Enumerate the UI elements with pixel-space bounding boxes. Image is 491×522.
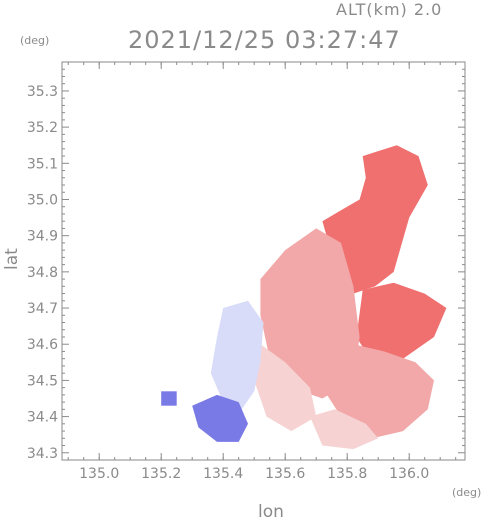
y-tick-label: 35.0: [27, 192, 58, 208]
y-tick-label: 34.4: [27, 410, 58, 426]
y-tick-label: 34.9: [27, 229, 58, 245]
echo-region-light-receding-southeast: [310, 409, 379, 450]
plot-frame: [61, 61, 466, 461]
echo-region-approaching-patch-west: [161, 391, 177, 406]
echo-regions: [161, 145, 447, 450]
x-axis-label: lon: [258, 502, 284, 522]
y-tick-label: 35.2: [27, 120, 58, 136]
y-tick-label: 34.6: [27, 337, 58, 353]
y-tick-label: 34.7: [27, 301, 58, 317]
timestamp: 2021/12/25 03:27:47: [128, 26, 401, 54]
x-tick-label: 135.6: [265, 466, 305, 482]
y-tick-label: 34.5: [27, 373, 58, 389]
echo-region-strong-receding-east: [356, 282, 447, 363]
x-tick-label: 135.2: [141, 466, 181, 482]
x-tick-label: 135.8: [327, 466, 367, 482]
echo-region-light-receding-south: [254, 344, 317, 432]
y-tick-label: 34.8: [27, 265, 58, 281]
y-unit-label: (deg): [20, 34, 50, 47]
echo-region-light-approaching-west: [210, 300, 264, 410]
x-tick-label: 136.0: [389, 466, 429, 482]
echo-region-approaching-southwest: [192, 394, 248, 442]
x-unit-label: (deg): [452, 486, 482, 499]
echo-region-strong-receding-north: [322, 145, 428, 294]
x-tick-label: 135.4: [203, 466, 243, 482]
y-tick-label: 34.3: [27, 446, 58, 462]
axis-ticks: 34.3 34.4 34.5 34.6 34.7 34.8 34.9 35.0 35.1 35.2…: [27, 61, 465, 482]
altitude-label: ALT(km) 2.0: [336, 0, 443, 19]
y-tick-label: 35.1: [27, 156, 58, 172]
echo-region-mid-receding-east: [322, 344, 434, 439]
y-tick-label: 35.3: [27, 84, 58, 100]
x-tick-label: 135.0: [79, 466, 119, 482]
